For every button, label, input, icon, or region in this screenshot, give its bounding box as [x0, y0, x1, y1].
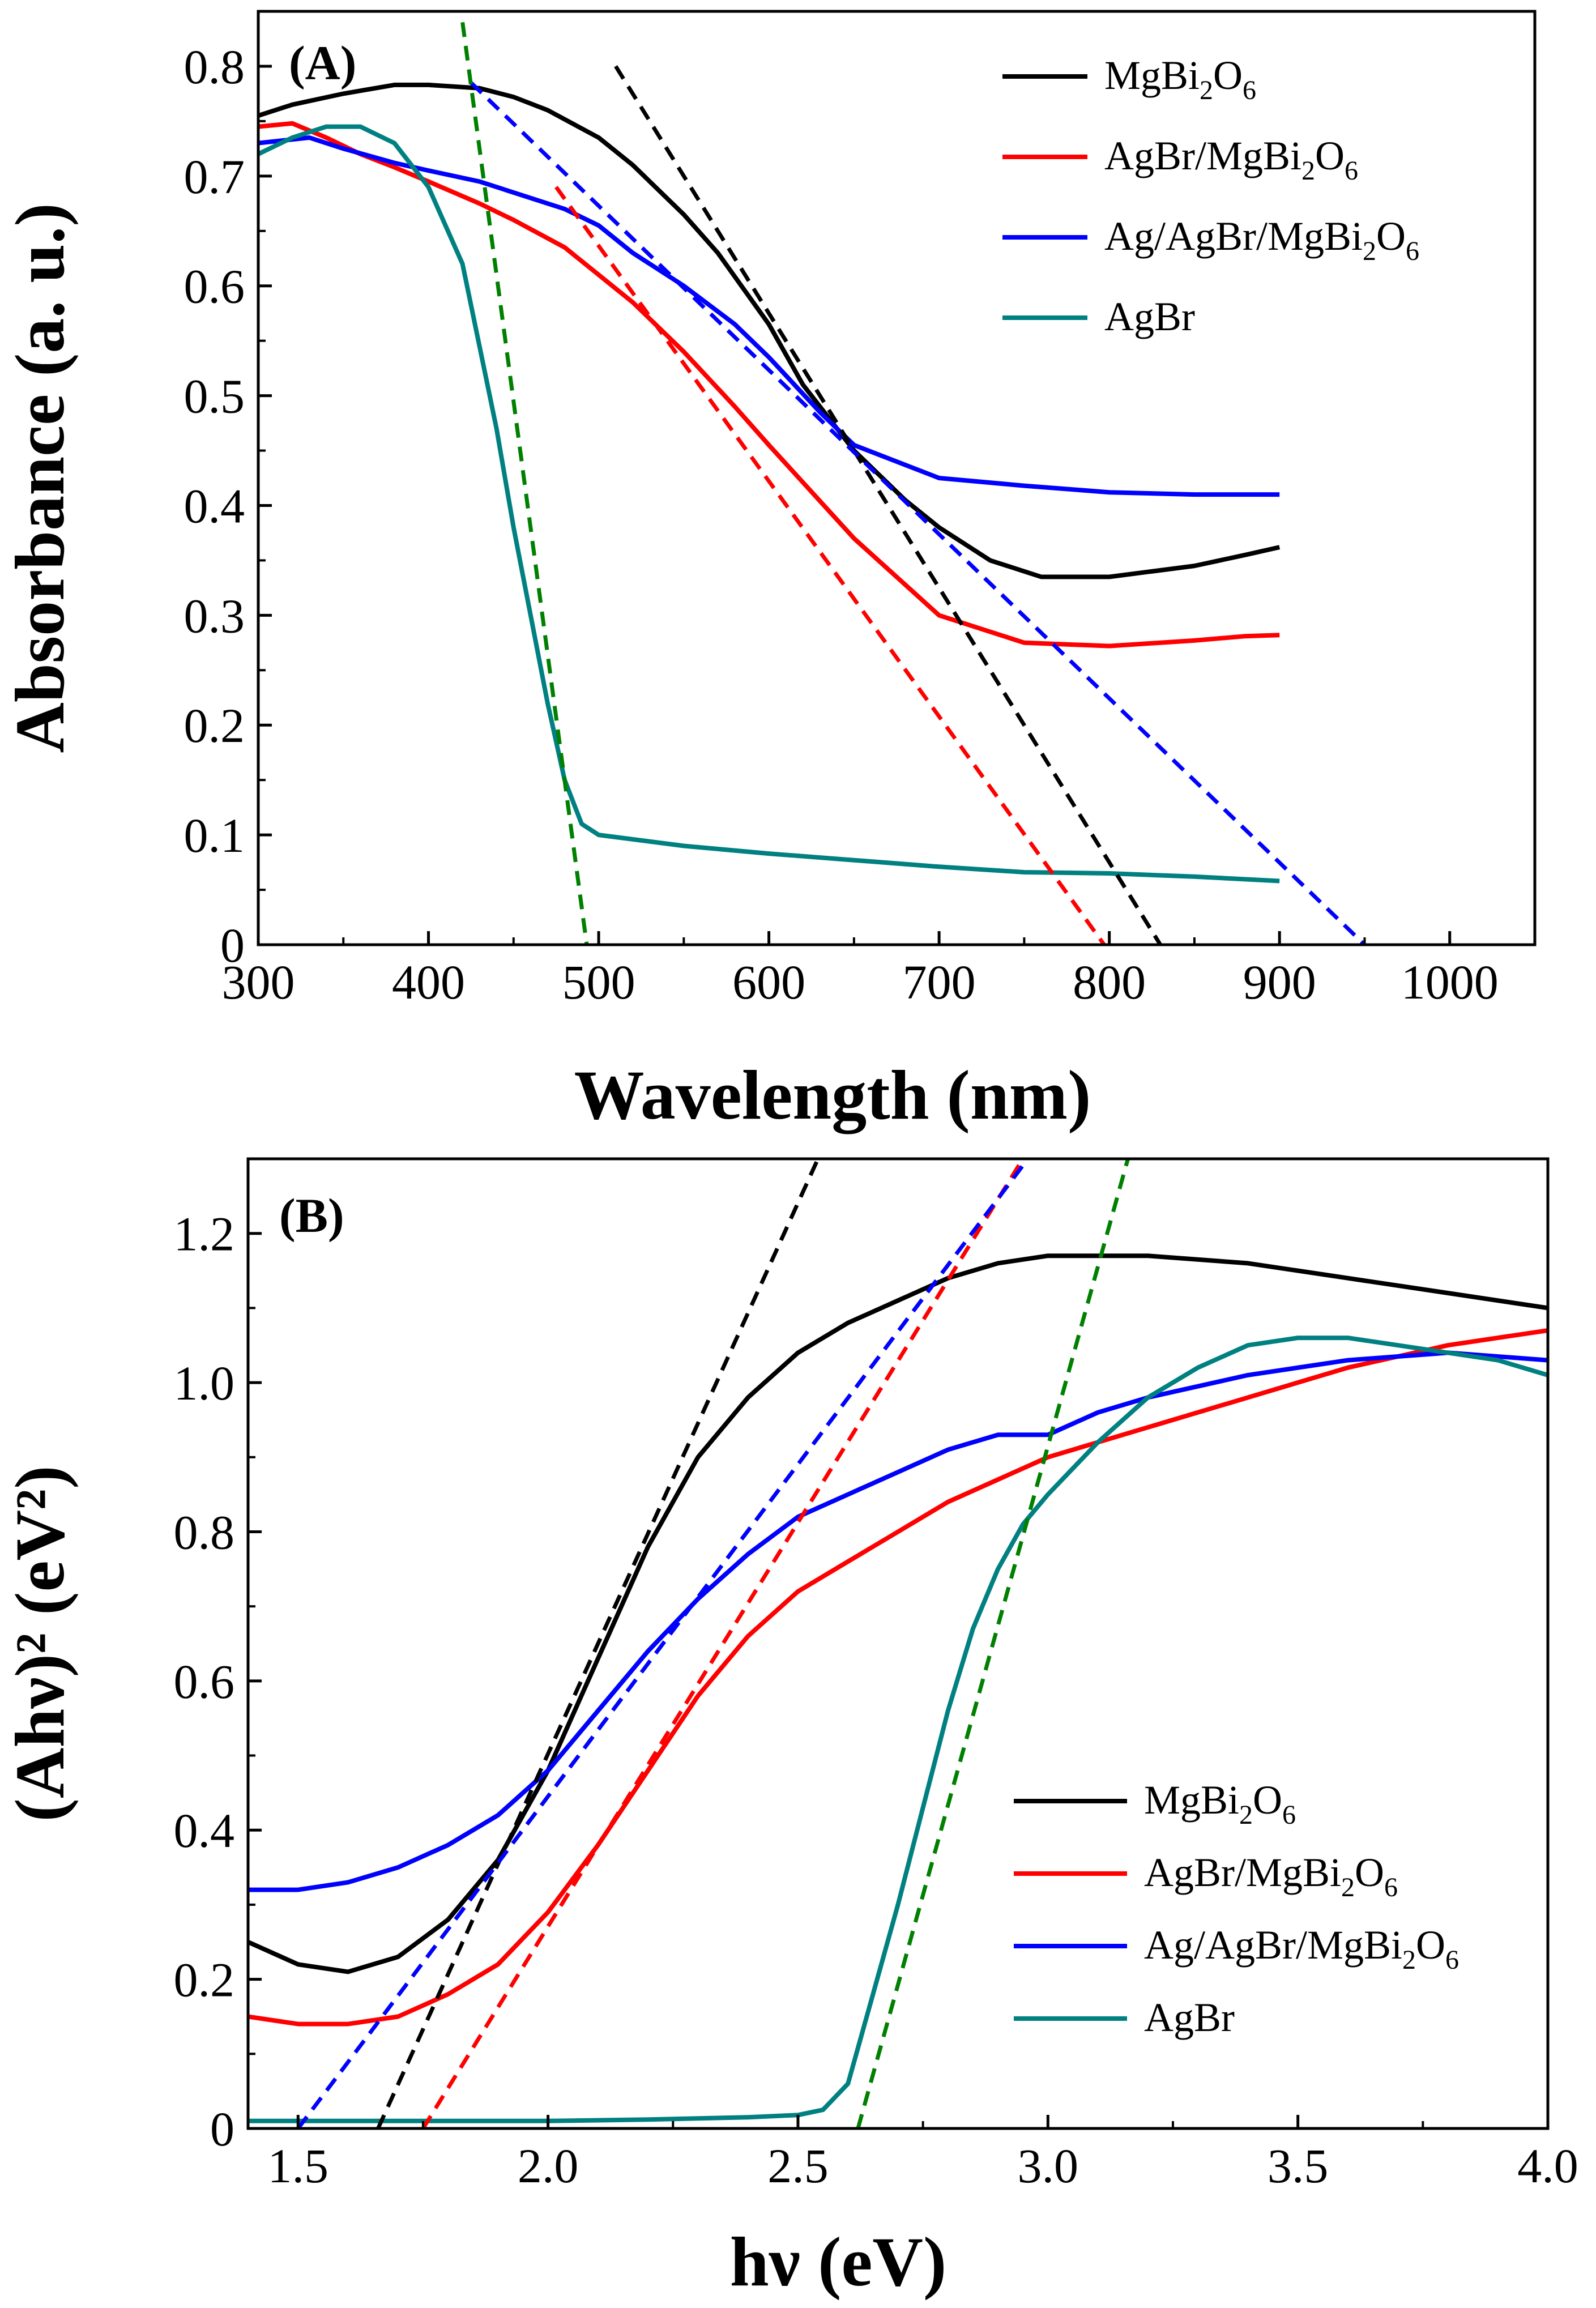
panel-a-y-tick-label: 0	[220, 918, 245, 972]
panel-b-series-agbr-mgbi2o6	[248, 1328, 1548, 2027]
panel-b-y-tick-label: 0	[210, 2102, 234, 2156]
panel-a-label: (A)	[289, 36, 356, 90]
panel-a-x-tick-label: 900	[1243, 955, 1316, 1009]
panel-b-x-axis-title: hν (eV)	[730, 2223, 947, 2301]
panel-a-x-tick-label: 700	[903, 955, 976, 1009]
panel-a-x-tick-label: 300	[222, 955, 295, 1009]
panel-b-tangent-line-1	[376, 1159, 820, 2128]
panel-a-x-tick-label: 600	[732, 955, 805, 1009]
panel-b-x-tick-label: 2.0	[518, 2139, 579, 2193]
panel-b-legend-entry: Ag/AgBr/MgBi2O6	[1144, 1922, 1459, 1975]
panel-a-y-tick-label: 0.5	[184, 369, 245, 424]
panel-b: 1.5 2.0 2.5 3.0 3.5 4.0 0 0.2 0.4 0.6 0.8 1.0 1.2 (B…	[1, 1157, 1578, 2301]
panel-b-label: (B)	[279, 1188, 344, 1243]
panel-b-y-axis-title: (Ahν)² (eV²)	[1, 1465, 79, 1821]
panel-b-x-tick-label: 3.0	[1018, 2139, 1079, 2193]
panel-a-y-tick-label: 0.7	[184, 150, 245, 204]
panel-a-legend-entry: AgBr/MgBi2O6	[1104, 133, 1358, 186]
panel-b-x-tick-label: 2.5	[767, 2139, 829, 2193]
panel-b-legend-entry: AgBr/MgBi2O6	[1144, 1850, 1398, 1902]
panel-a-ticks: 300 400 500 600 700 800 900 1000 0 0.1 0.2 0.3 0.4 0.…	[184, 40, 1499, 1009]
panel-a-series-agbr	[258, 124, 1280, 884]
panel-a-x-tick-label: 1000	[1401, 955, 1499, 1009]
panel-b-x-tick-label: 1.5	[268, 2139, 329, 2193]
panel-b-x-tick-label: 4.0	[1517, 2139, 1578, 2193]
panel-a-y-tick-label: 0.8	[184, 40, 245, 94]
panel-a-tangent-line-3	[470, 81, 1366, 945]
panel-b-tangent-line-4	[856, 1159, 1130, 2128]
panel-a-y-tick-label: 0.4	[184, 479, 245, 533]
panel-b-legend: MgBi2O6 AgBr/MgBi2O6 Ag/AgBr/MgBi2O6 AgBr	[1014, 1777, 1459, 2040]
panel-a-tangent-line-2	[554, 186, 1106, 945]
panel-b-series-mgbi2o6	[248, 1253, 1548, 1974]
panel-b-frame	[246, 1157, 1550, 2130]
panel-b-legend-entry: AgBr	[1144, 1995, 1235, 2040]
panel-a-x-tick-label: 400	[392, 955, 465, 1009]
panel-b-y-tick-label: 0.8	[174, 1505, 235, 1559]
panel-a-x-tick-label: 800	[1073, 955, 1146, 1009]
panel-a-y-tick-label: 0.6	[184, 259, 245, 314]
panel-a-tangent-line-1	[614, 65, 1162, 945]
panel-a-y-tick-label: 0.2	[184, 698, 245, 753]
panel-a-series-ag-agbr-mgbi2o6	[258, 135, 1280, 497]
panel-b-y-tick-label: 0.2	[174, 1953, 235, 2007]
panel-b-series-agbr	[248, 1336, 1548, 2123]
panel-a-plot-area	[258, 22, 1366, 945]
panel-a-y-tick-label: 0.3	[184, 588, 245, 643]
panel-b-y-tick-label: 1.0	[174, 1356, 235, 1410]
panel-a-x-tick-label: 500	[562, 955, 635, 1009]
panel-a-frame	[257, 10, 1537, 946]
panel-a-legend-entry: MgBi2O6	[1104, 53, 1256, 105]
panel-b-y-tick-label: 0.6	[174, 1654, 235, 1709]
panel-b-y-tick-label: 1.2	[174, 1207, 235, 1261]
panel-b-series-ag-agbr-mgbi2o6	[248, 1350, 1548, 1892]
panel-a-tangent-line-4	[460, 22, 589, 945]
panel-b-y-tick-label: 0.4	[174, 1803, 235, 1858]
panel-a-legend: MgBi2O6 AgBr/MgBi2O6 Ag/AgBr/MgBi2O6 AgBr	[1002, 53, 1419, 339]
panel-a-y-axis-title: Absorbance (a. u.)	[1, 203, 79, 753]
panel-b-plot-area	[248, 1159, 1548, 2128]
panel-a-y-tick-label: 0.1	[184, 808, 245, 863]
panel-b-ticks: 1.5 2.0 2.5 3.0 3.5 4.0 0 0.2 0.4 0.6 0.8 1.0 1.2	[174, 1207, 1578, 2193]
panel-a-x-axis-title: Wavelength (nm)	[574, 1056, 1091, 1134]
panel-b-tangent-line-3	[296, 1159, 1030, 2128]
panel-a-legend-entry: Ag/AgBr/MgBi2O6	[1104, 214, 1419, 266]
panel-a-series-mgbi2o6	[258, 82, 1281, 579]
panel-b-x-tick-label: 3.5	[1268, 2139, 1329, 2193]
panel-a-legend-entry: AgBr	[1104, 294, 1195, 339]
panel-b-legend-entry: MgBi2O6	[1144, 1777, 1296, 1830]
